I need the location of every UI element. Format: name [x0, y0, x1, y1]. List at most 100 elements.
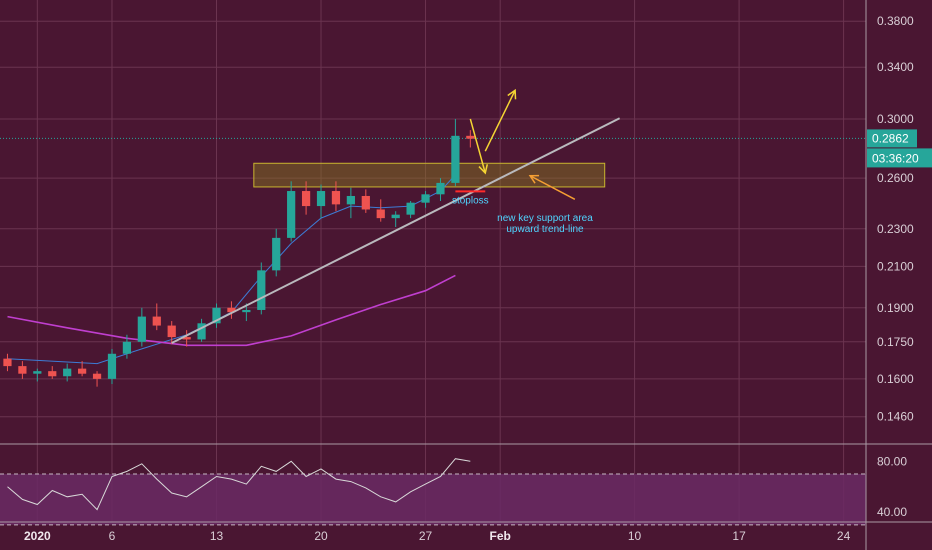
candle-body	[92, 373, 102, 379]
candle-body	[18, 366, 27, 374]
candle-body	[301, 191, 311, 207]
candle-body	[466, 135, 475, 139]
price-tick-label: 0.1600	[877, 372, 914, 386]
price-badges: 0.2862 03:36:20	[867, 129, 932, 168]
candle-body	[227, 307, 236, 313]
candle-body	[167, 325, 176, 338]
annotation-arrows[interactable]	[469, 88, 576, 200]
annotation-arrow	[528, 174, 576, 200]
candle	[376, 199, 385, 222]
candle	[182, 330, 191, 347]
annotation-arrow	[469, 118, 489, 175]
moving-average-2	[7, 274, 456, 347]
candle-body	[331, 191, 341, 205]
candle	[361, 189, 370, 213]
candle-body	[287, 191, 296, 238]
candle	[167, 321, 176, 345]
rsi-band	[0, 473, 866, 525]
candle	[272, 228, 281, 277]
candle	[287, 181, 296, 242]
annotation-arrow	[484, 88, 517, 152]
price-axis: 0.3800 0.3400 0.3000 0.2600 0.2300 0.2100 0.19…	[877, 14, 914, 423]
candle-body	[272, 237, 281, 271]
candle	[212, 303, 221, 328]
candle	[107, 348, 117, 385]
price-tick-label: 0.2600	[877, 171, 914, 185]
annotation-line: new key support area	[497, 213, 593, 224]
candle	[197, 318, 206, 342]
time-tick-label: 24	[837, 529, 851, 543]
last-price-badge	[867, 129, 917, 148]
candle	[436, 178, 445, 201]
candle-body	[242, 309, 251, 313]
rsi-line	[7, 458, 471, 511]
candle	[466, 130, 475, 148]
candle	[316, 184, 326, 219]
price-tick-label: 0.3400	[877, 60, 914, 74]
candle-body	[63, 368, 72, 377]
candle	[301, 181, 311, 215]
last-price-label: 0.2862	[872, 131, 909, 145]
price-tick-label: 0.1460	[877, 410, 914, 424]
time-tick-label: 20	[314, 529, 328, 543]
stoploss-label: stoploss	[452, 195, 489, 206]
countdown-badge	[867, 148, 932, 168]
arrow-shaft	[484, 89, 516, 152]
countdown-label: 03:36:20	[872, 151, 919, 165]
candle	[406, 200, 415, 219]
candle-body	[33, 371, 42, 374]
candle	[92, 371, 102, 387]
annotation-line: upward trend-line	[506, 224, 584, 235]
candle-body	[137, 316, 146, 342]
candle	[451, 118, 460, 187]
candle	[48, 366, 57, 379]
price-tick-label: 0.2100	[877, 259, 914, 273]
candle-body	[376, 209, 385, 219]
arrow-head	[507, 88, 517, 100]
time-tick-label: 13	[210, 529, 224, 543]
candle-body	[421, 194, 430, 203]
price-tick-label: 0.1900	[877, 301, 914, 315]
candle	[63, 363, 72, 382]
candle	[18, 361, 27, 379]
candle-body	[361, 195, 370, 210]
arrow-shaft	[469, 118, 486, 174]
candle-body	[197, 323, 206, 340]
price-tick-label: 0.3000	[877, 112, 914, 126]
time-tick-label: Feb	[490, 529, 511, 543]
time-tick-label: 27	[419, 529, 433, 543]
candle-body	[212, 307, 221, 324]
candle-body	[436, 182, 445, 195]
arrow-shaft	[529, 175, 576, 200]
arrow-head	[528, 174, 540, 184]
candle-body	[406, 202, 415, 215]
candle	[152, 303, 161, 331]
grid-lines	[0, 0, 866, 522]
arrow-head	[478, 164, 489, 175]
candle-body	[346, 195, 355, 205]
candles	[3, 118, 475, 387]
time-tick-label: 17	[732, 529, 746, 543]
candle-body	[152, 316, 161, 326]
rsi-tick-label: 40.00	[877, 505, 907, 519]
candle	[78, 361, 87, 377]
candle-body	[122, 341, 132, 354]
time-tick-label: 10	[628, 529, 642, 543]
candle	[257, 262, 266, 315]
time-tick-label: 6	[109, 529, 116, 543]
candle	[3, 353, 12, 372]
candle-body	[182, 337, 191, 340]
upward-trend-line[interactable]	[171, 117, 621, 344]
candle	[346, 187, 355, 219]
candle	[122, 334, 132, 359]
candle-body	[3, 358, 12, 367]
candle-body	[451, 135, 460, 183]
candle-body	[78, 368, 87, 374]
candle-body	[391, 214, 400, 219]
rsi-tick-label: 80.00	[877, 454, 907, 468]
time-axis: 2020 6 13 20 27 Feb 10 17 24	[24, 529, 851, 543]
candle	[391, 211, 400, 228]
